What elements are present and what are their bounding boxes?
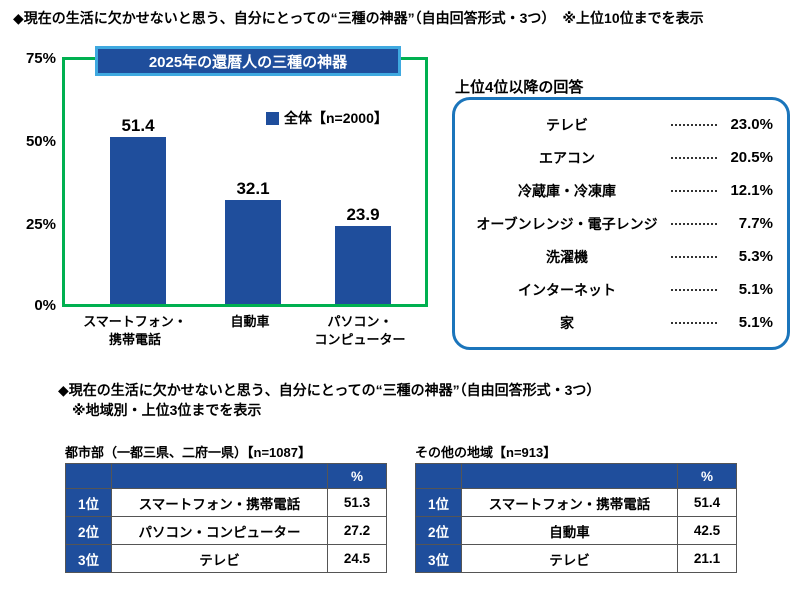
- table-urban: % 1位 スマートフォン・携帯電話 51.3 2位 パソコン・コンピューター 2…: [65, 463, 387, 573]
- bar-smartphone: [110, 136, 166, 304]
- ranking-item-label: インターネット: [518, 281, 616, 298]
- bar-value-label: 51.4: [121, 115, 155, 135]
- rank-header-cell: [65, 463, 112, 489]
- ranking-item-value: 12.1%: [730, 182, 773, 199]
- item-header-cell: [461, 463, 678, 489]
- value-cell: 51.4: [677, 488, 737, 517]
- legend-label: 全体【n=2000】: [284, 110, 388, 126]
- ranking-item-label: テレビ: [546, 116, 588, 133]
- dotted-leader: [671, 123, 717, 126]
- table-row: 3位 テレビ 24.5: [65, 544, 387, 573]
- table-other: % 1位 スマートフォン・携帯電話 51.4 2位 自動車 42.5 3位 テレ…: [415, 463, 737, 573]
- chart-legend: 全体【n=2000】: [266, 108, 388, 128]
- percent-header-cell: %: [327, 463, 387, 489]
- table-header-row: %: [65, 463, 387, 489]
- value-cell: 24.5: [327, 544, 387, 573]
- ranking-item-label: エアコン: [539, 149, 595, 166]
- item-cell: スマートフォン・携帯電話: [461, 488, 678, 517]
- dotted-leader: [671, 255, 717, 258]
- dotted-leader: [671, 189, 717, 192]
- rank-cell: 1位: [65, 488, 112, 517]
- table-row: 2位 パソコン・コンピューター 27.2: [65, 516, 387, 545]
- ranking-item-label: 洗濯機: [546, 248, 588, 265]
- item-cell: テレビ: [461, 544, 678, 573]
- value-cell: 51.3: [327, 488, 387, 517]
- table-other-title: その他の地域【n=913】: [415, 445, 557, 460]
- percent-header-cell: %: [677, 463, 737, 489]
- page-title: ◆現在の生活に欠かせないと思う、自分にとっての“三種の神器”（自由回答形式・3つ…: [13, 10, 704, 26]
- ranking-panel-title: 上位4位以降の回答: [455, 79, 584, 96]
- ranking-item: 冷蔵庫・冷凍庫 12.1%: [469, 181, 773, 201]
- ranking-item-value: 20.5%: [730, 149, 773, 166]
- rank-cell: 3位: [415, 544, 462, 573]
- ranking-item: 洗濯機 5.3%: [469, 247, 773, 267]
- ranking-item-value: 5.1%: [738, 281, 773, 298]
- ranking-item-value: 7.7%: [738, 215, 773, 232]
- ranking-item: オーブンレンジ・電子レンジ 7.7%: [469, 214, 773, 234]
- dotted-leader: [671, 321, 717, 324]
- ranking-item-value: 5.3%: [738, 248, 773, 265]
- bar-value-label: 32.1: [236, 178, 270, 198]
- item-cell: パソコン・コンピューター: [111, 516, 328, 545]
- rank-cell: 2位: [415, 516, 462, 545]
- category-label-car: 自動車: [230, 314, 270, 329]
- ranking-item: インターネット 5.1%: [469, 280, 773, 300]
- ranking-item-value: 5.1%: [738, 314, 773, 331]
- value-cell: 21.1: [677, 544, 737, 573]
- category-label-pc: パソコン・ コンピューター: [314, 314, 406, 347]
- rank-header-cell: [415, 463, 462, 489]
- category-label-smartphone: スマートフォン・ 携帯電話: [83, 314, 187, 347]
- legend-swatch-icon: [266, 111, 279, 125]
- bar-chart-plot-area: 51.4 32.1 23.9: [62, 57, 428, 307]
- table-row: 2位 自動車 42.5: [415, 516, 737, 545]
- section2-subtitle: ※地域別・上位3位までを表示: [72, 402, 262, 418]
- rank-cell: 3位: [65, 544, 112, 573]
- bar-car: [225, 199, 281, 304]
- rank-cell: 2位: [65, 516, 112, 545]
- table-row: 3位 テレビ 21.1: [415, 544, 737, 573]
- table-header-row: %: [415, 463, 737, 489]
- y-tick-0: 0%: [34, 297, 56, 314]
- ranking-item: テレビ 23.0%: [469, 115, 773, 135]
- bar-group-smartphone: 51.4: [110, 60, 166, 304]
- dotted-leader: [671, 222, 717, 225]
- bar-group-car: 32.1: [225, 60, 281, 304]
- y-tick-75: 75%: [25, 50, 56, 67]
- ranking-item: 家 5.1%: [469, 313, 773, 333]
- dotted-leader: [671, 156, 717, 159]
- table-urban-title: 都市部（一都三県、二府一県）【n=1087】: [65, 445, 311, 460]
- item-header-cell: [111, 463, 328, 489]
- table-row: 1位 スマートフォン・携帯電話 51.3: [65, 488, 387, 517]
- ranking-item-label: 家: [560, 314, 574, 331]
- item-cell: 自動車: [461, 516, 678, 545]
- table-row: 1位 スマートフォン・携帯電話 51.4: [415, 488, 737, 517]
- dotted-leader: [671, 288, 717, 291]
- bar-value-label: 23.9: [346, 205, 380, 225]
- ranking-item-value: 23.0%: [730, 116, 773, 133]
- ranking-panel: テレビ 23.0% エアコン 20.5% 冷蔵庫・冷凍庫 12.1% オーブンレ…: [452, 97, 790, 350]
- value-cell: 27.2: [327, 516, 387, 545]
- ranking-item: エアコン 20.5%: [469, 148, 773, 168]
- bar-pc: [335, 226, 391, 304]
- rank-cell: 1位: [415, 488, 462, 517]
- bar-group-pc: 23.9: [335, 60, 391, 304]
- y-tick-50: 50%: [25, 133, 56, 150]
- item-cell: スマートフォン・携帯電話: [111, 488, 328, 517]
- section2-title: ◆現在の生活に欠かせないと思う、自分にとっての“三種の神器”（自由回答形式・3つ…: [58, 382, 601, 398]
- ranking-item-label: 冷蔵庫・冷凍庫: [518, 182, 616, 199]
- y-tick-25: 25%: [25, 216, 56, 233]
- item-cell: テレビ: [111, 544, 328, 573]
- ranking-item-label: オーブンレンジ・電子レンジ: [476, 215, 658, 232]
- value-cell: 42.5: [677, 516, 737, 545]
- chart-title: 2025年の還暦人の三種の神器: [95, 46, 401, 76]
